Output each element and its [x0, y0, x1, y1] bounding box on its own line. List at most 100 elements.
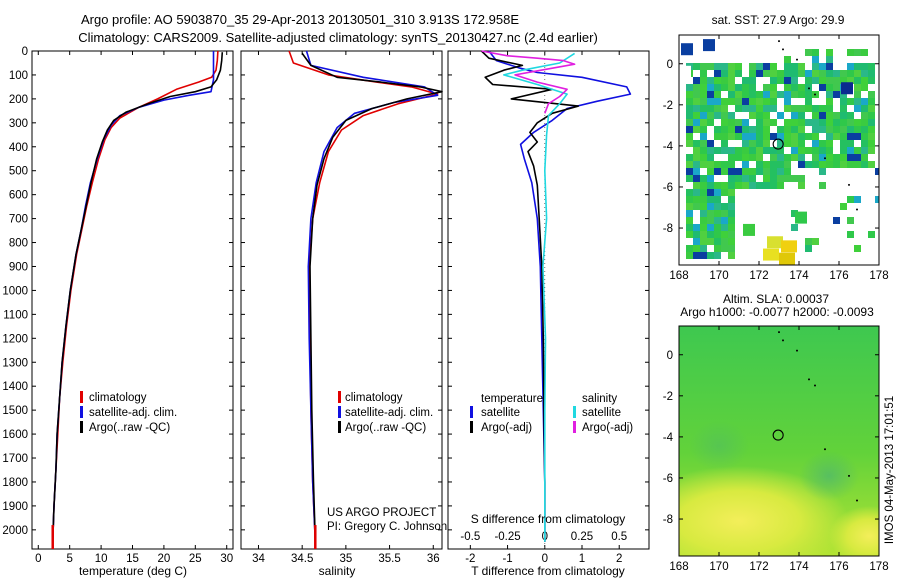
sst-cell [833, 112, 840, 119]
sst-cell [840, 91, 847, 98]
sst-cell [686, 91, 693, 98]
sst-cell [707, 119, 714, 126]
sst-cell [763, 112, 770, 119]
sst-cell [686, 126, 693, 133]
sst-cell [784, 56, 791, 63]
sst-cell [693, 140, 700, 147]
sst-cell [742, 126, 749, 133]
sst-cell [728, 112, 735, 119]
legend-label-climatology: climatology [89, 392, 147, 404]
difference-xlabel: T difference from climatology [471, 564, 625, 578]
sst-cell [777, 112, 784, 119]
y-tick-label: 800 [9, 238, 28, 250]
sst-cell [854, 70, 861, 77]
sst-cell [868, 105, 875, 112]
sst-cell [749, 126, 756, 133]
sst-cell [847, 126, 854, 133]
sst-warm-block [781, 240, 797, 253]
sst-cell [819, 182, 826, 189]
sst-cell [819, 126, 826, 133]
sst-cell [812, 63, 819, 70]
sst-cell [826, 119, 833, 126]
sst-cell [840, 77, 847, 84]
sst-cell [805, 84, 812, 91]
y-tick-label: 1900 [2, 501, 28, 513]
sst-cell [749, 70, 756, 77]
x-tick-label: -1 [502, 553, 512, 565]
sst-cell [791, 91, 798, 98]
sst-cell [693, 63, 700, 70]
sst-cell [721, 210, 728, 217]
sst-cell [770, 133, 777, 140]
legend-header-temperature: temperature [481, 393, 543, 405]
sst-cell [700, 133, 707, 140]
sst-cell [847, 161, 854, 168]
salinity-xlabel: salinity [319, 564, 356, 578]
map-y-tick-label: -2 [663, 100, 673, 112]
sst-cell [756, 147, 763, 154]
map-x-tick-label: 170 [709, 270, 728, 282]
sst-cell [840, 203, 847, 210]
sst-cell [847, 119, 854, 126]
sst-cell [735, 63, 742, 70]
sst-cell [735, 84, 742, 91]
sst-cell [742, 105, 749, 112]
sst-cell [805, 105, 812, 112]
sst-cell [784, 140, 791, 147]
sst-cell [791, 210, 798, 217]
x-tick-label: 35 [339, 553, 352, 565]
sst-cell [693, 231, 700, 238]
x-tick-label: 20 [158, 553, 171, 565]
sst-cell [700, 70, 707, 77]
sst-cell [735, 126, 742, 133]
sst-cell [721, 224, 728, 231]
sst-cell [700, 189, 707, 196]
x-tick-label: 30 [220, 553, 233, 565]
sst-cell [714, 182, 721, 189]
sst-cell [742, 161, 749, 168]
sst-cell [812, 49, 819, 56]
sst-cell [714, 224, 721, 231]
sst-cell [861, 112, 868, 119]
sst-cell [721, 140, 728, 147]
sst-cell [749, 91, 756, 98]
sst-cell [777, 168, 784, 175]
sst-cell [756, 182, 763, 189]
sst-cell [840, 70, 847, 77]
sst-cell [819, 140, 826, 147]
sst-cell [826, 126, 833, 133]
sst-cell [756, 98, 763, 105]
sst-cell [819, 70, 826, 77]
sst-cell [763, 126, 770, 133]
sst-cell [707, 84, 714, 91]
sst-cell [826, 77, 833, 84]
sst-cell [812, 140, 819, 147]
sst-warm-block [767, 236, 783, 249]
coastline-dot [808, 87, 810, 90]
legend-swatch-climatology [80, 391, 83, 403]
sst-cell [742, 91, 749, 98]
sst-cell [686, 84, 693, 91]
sst-cell [707, 196, 714, 203]
map-y-tick-label: -2 [663, 391, 673, 403]
sst-cell [714, 217, 721, 224]
sst-cell [721, 112, 728, 119]
sst-cell [728, 168, 735, 175]
sst-cell [805, 70, 812, 77]
sst-cell [840, 98, 847, 105]
sst-cell [763, 168, 770, 175]
temperature-panel-frame [31, 50, 234, 550]
x-tick-label: 25 [189, 553, 202, 565]
sst-cell [854, 91, 861, 98]
sst-cell [749, 112, 756, 119]
sst-cell [819, 77, 826, 84]
sst-cell [756, 112, 763, 119]
sst-cell [742, 175, 749, 182]
sst-block [743, 223, 755, 236]
sst-cell [686, 112, 693, 119]
sst-cell [798, 105, 805, 112]
map-x-tick-label: 176 [829, 270, 848, 282]
legend-label-t-satellite: satellite [481, 407, 520, 419]
sst-cell [756, 119, 763, 126]
